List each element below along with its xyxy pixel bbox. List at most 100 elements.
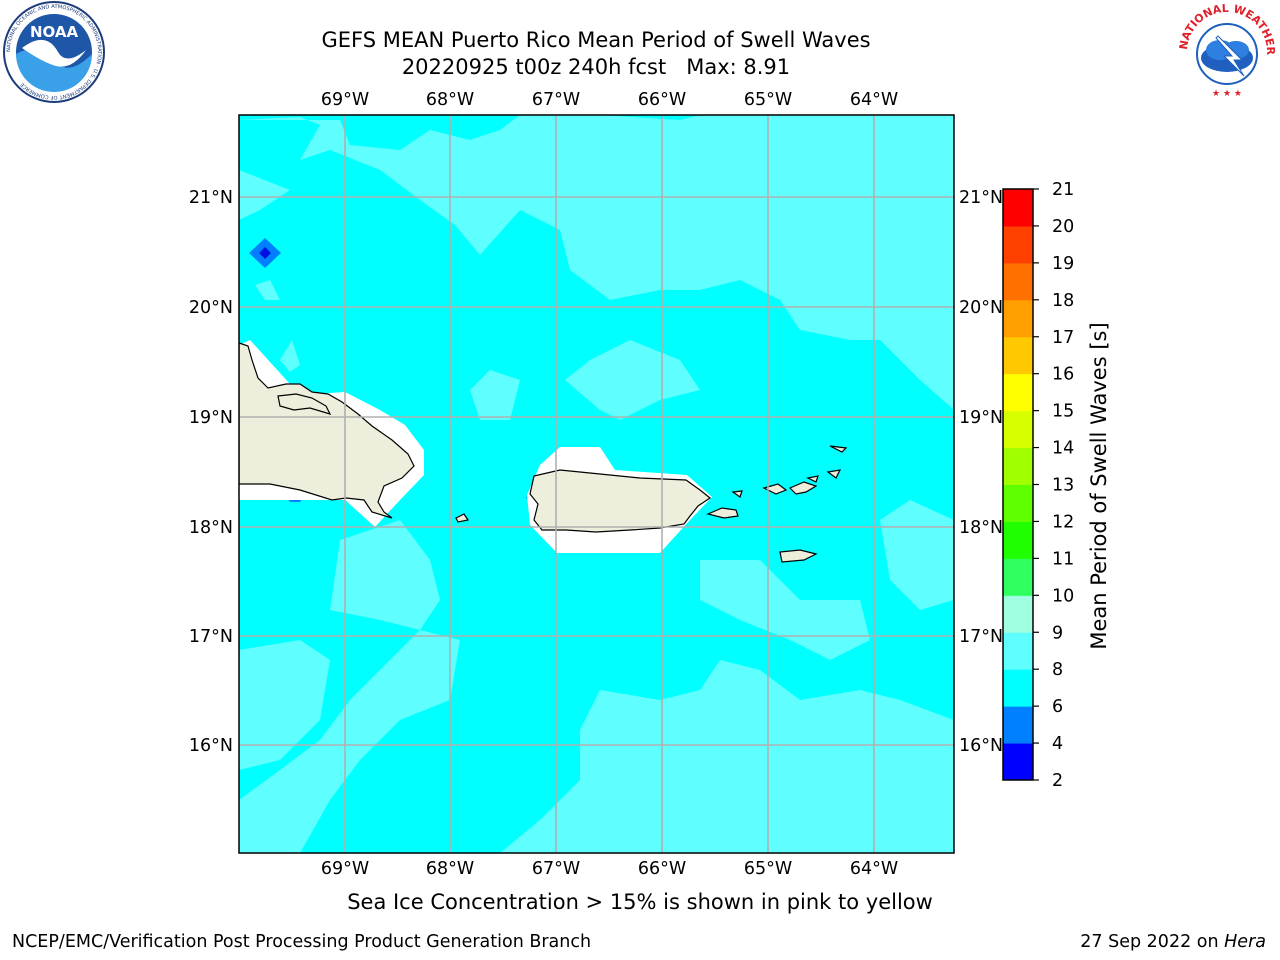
latitude-label: 16°N <box>189 736 233 756</box>
longitude-label: 68°W <box>426 90 474 110</box>
colorbar-segment <box>1003 706 1033 744</box>
colorbar-segment <box>1003 595 1033 633</box>
latitude-label: 19°N <box>189 408 233 428</box>
footer-host: Hera <box>1224 932 1266 952</box>
land-st-thomas <box>762 483 788 495</box>
latitude-label: 17°N <box>189 627 233 647</box>
colorbar-tick-label: 15 <box>1052 402 1074 422</box>
colorbar-tick-label: 19 <box>1052 254 1074 274</box>
footer-credit: NCEP/EMC/Verification Post Processing Pr… <box>12 932 592 952</box>
contour-darkest-region <box>259 247 271 259</box>
colorbar: 2 4 6 8 9 10 11 12 13 14 15 16 17 18 19 20 21 <box>1002 180 1074 791</box>
latitude-label: 20°N <box>189 298 233 318</box>
latitude-label: 16°N <box>959 736 1003 756</box>
land-tortuga <box>277 393 332 415</box>
star-icon: ★ ★ ★ <box>1212 89 1242 99</box>
colorbar-tick-label: 20 <box>1052 217 1074 237</box>
contour-light-region <box>255 280 280 300</box>
longitude-labels-top: 69°W 68°W 67°W 66°W 65°W 64°W <box>321 90 898 110</box>
colorbar-segment <box>1003 225 1033 264</box>
map-area <box>239 115 954 853</box>
land-hispaniola <box>239 342 415 519</box>
sea-ice-note-text: Sea Ice Concentration > 15% is shown in … <box>347 890 933 914</box>
latitude-label: 21°N <box>959 188 1003 208</box>
contour-light-region <box>700 560 870 660</box>
contour-light-region <box>565 340 700 420</box>
contour-light-region <box>239 630 460 853</box>
colorbar-label: Mean Period of Swell Waves [s] <box>1087 322 1111 649</box>
footer-date-text: 27 Sep 2022 on <box>1080 932 1225 952</box>
graticule <box>239 115 954 853</box>
colorbar-tick-label: 17 <box>1052 328 1074 348</box>
colorbar-segment <box>1003 373 1033 412</box>
land-culebra <box>731 490 743 498</box>
contour-light-region <box>239 640 330 770</box>
colorbar-tick-label: 16 <box>1052 365 1074 385</box>
land-tortola <box>806 475 819 483</box>
longitude-label: 65°W <box>744 90 792 110</box>
contour-light-region <box>239 115 954 410</box>
land-puerto-rico <box>529 469 712 533</box>
latitude-label: 21°N <box>189 188 233 208</box>
land-areas <box>239 342 848 563</box>
colorbar-segment <box>1003 521 1033 559</box>
colorbar-segment <box>1003 447 1033 485</box>
footer-date: 27 Sep 2022 on Hera <box>1080 932 1266 952</box>
noaa-logo-text: NOAA <box>30 23 79 41</box>
longitude-label: 69°W <box>321 90 369 110</box>
colorbar-tick-label: 9 <box>1052 623 1063 643</box>
land-st-john <box>788 481 818 495</box>
colorbar-tick-label: 14 <box>1052 439 1074 459</box>
longitude-label: 67°W <box>532 859 580 879</box>
contour-light-region <box>330 520 440 630</box>
longitude-label: 66°W <box>638 859 686 879</box>
longitude-label: 64°W <box>850 859 898 879</box>
latitude-label: 18°N <box>189 518 233 538</box>
colorbar-segment <box>1003 336 1033 375</box>
latitude-label: 18°N <box>959 518 1003 538</box>
longitude-label: 68°W <box>426 859 474 879</box>
colorbar-segment <box>1003 189 1033 227</box>
latitude-labels-left: 21°N 20°N 19°N 18°N 17°N 16°N <box>189 188 233 756</box>
land-st-croix <box>779 549 818 563</box>
colorbar-tick-label: 2 <box>1052 771 1063 791</box>
nws-logo: NATIONAL WEATHER SERVICE ★ ★ ★ <box>1176 2 1277 99</box>
colorbar-segment <box>1003 743 1033 781</box>
land-anegada <box>829 445 848 453</box>
noaa-logo: NATIONAL OCEANIC AND ATMOSPHERIC ADMINIS… <box>3 1 105 103</box>
colorbar-tick-label: 12 <box>1052 512 1074 532</box>
latitude-label: 19°N <box>959 408 1003 428</box>
chart-title: GEFS MEAN Puerto Rico Mean Period of Swe… <box>321 28 871 52</box>
colorbar-tick-label: 13 <box>1052 476 1074 496</box>
latitude-label: 17°N <box>959 627 1003 647</box>
land-mona-island <box>455 513 469 523</box>
colorbar-tick-label: 18 <box>1052 291 1074 311</box>
colorbar-tick-label: 21 <box>1052 180 1074 200</box>
contour-light-region <box>470 370 520 420</box>
longitude-label: 66°W <box>638 90 686 110</box>
colorbar-tick-label: 6 <box>1052 697 1063 717</box>
latitude-labels-right: 21°N 20°N 19°N 18°N 17°N 16°N <box>959 188 1003 756</box>
land-vieques <box>706 507 739 519</box>
longitude-labels-bottom: 69°W 68°W 67°W 66°W 65°W 64°W <box>321 859 898 879</box>
colorbar-tick-label: 4 <box>1052 734 1063 754</box>
sea-ice-note: Sea Ice Concentration > 15% is shown in … <box>0 890 1280 914</box>
longitude-label: 65°W <box>744 859 792 879</box>
colorbar-segment <box>1003 299 1033 338</box>
map-frame <box>238 114 955 854</box>
colorbar-tick-label: 11 <box>1052 549 1074 569</box>
colorbar-segment <box>1003 632 1033 670</box>
colorbar-segment <box>1003 669 1033 707</box>
latitude-label: 20°N <box>959 298 1003 318</box>
longitude-label: 69°W <box>321 859 369 879</box>
land-virgin-gorda <box>826 469 842 479</box>
chart-subtitle: 20220925 t00z 240h fcst Max: 8.91 <box>401 55 791 79</box>
contour-light-region <box>500 660 954 853</box>
contour-light-region <box>239 170 290 220</box>
colorbar-tick-label: 10 <box>1052 586 1074 606</box>
colorbar-segment <box>1003 558 1033 596</box>
longitude-label: 67°W <box>532 90 580 110</box>
colorbar-segment <box>1003 484 1033 522</box>
longitude-label: 64°W <box>850 90 898 110</box>
